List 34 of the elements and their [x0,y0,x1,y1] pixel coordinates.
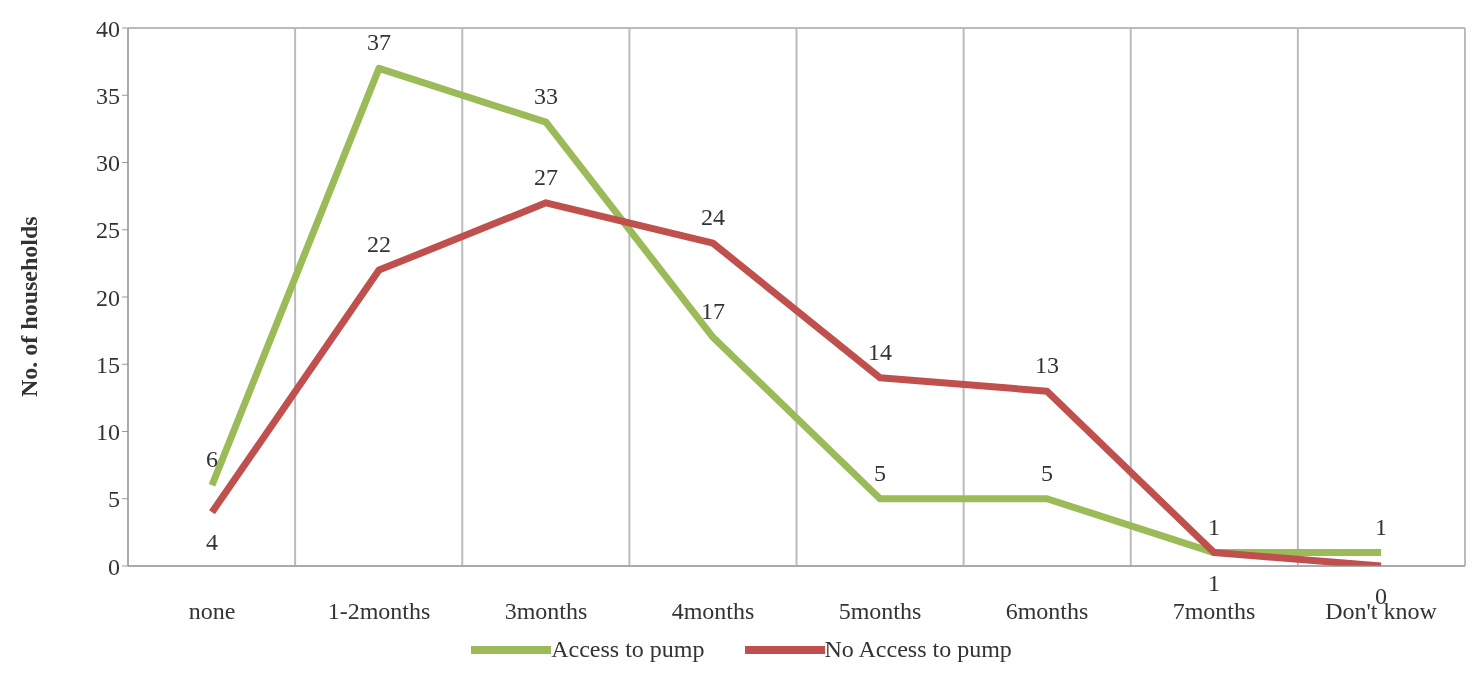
data-label: 22 [367,231,391,258]
data-label: 4 [206,529,218,556]
y-tick-label: 40 [96,15,120,42]
data-label: 5 [1041,459,1053,486]
data-label: 33 [534,83,558,110]
x-tick-label: 4months [671,598,755,625]
y-tick-label: 35 [96,82,120,109]
legend-label: Access to pump [551,636,705,663]
data-label: 1 [1208,513,1220,540]
data-label: 37 [367,29,391,56]
y-tick-label: 20 [96,284,120,311]
data-label: 1 [1375,513,1387,540]
y-tick-label: 30 [96,150,120,177]
data-label: 5 [874,459,886,486]
x-tick-label: 6months [1005,598,1089,625]
data-label: 17 [701,298,725,325]
x-tick-label: 1-2months [327,598,431,625]
data-label: 13 [1035,352,1059,379]
x-tick-label: 5months [838,598,922,625]
y-tick-label: 0 [108,553,120,580]
y-axis-title: No. of households [15,216,42,397]
legend-label: No Access to pump [824,636,1012,663]
data-label: 1 [1208,569,1220,596]
y-tick-label: 25 [96,217,120,244]
data-label: 14 [868,338,892,365]
x-tick-label: 7months [1172,598,1256,625]
data-label: 6 [206,446,218,473]
y-tick-label: 5 [108,486,120,513]
y-tick-label: 15 [96,351,120,378]
y-tick-label: 10 [96,419,120,446]
x-tick-label: 3months [504,598,588,625]
data-label: 24 [701,204,725,231]
data-label: 27 [534,163,558,190]
x-tick-label: none [188,598,236,625]
